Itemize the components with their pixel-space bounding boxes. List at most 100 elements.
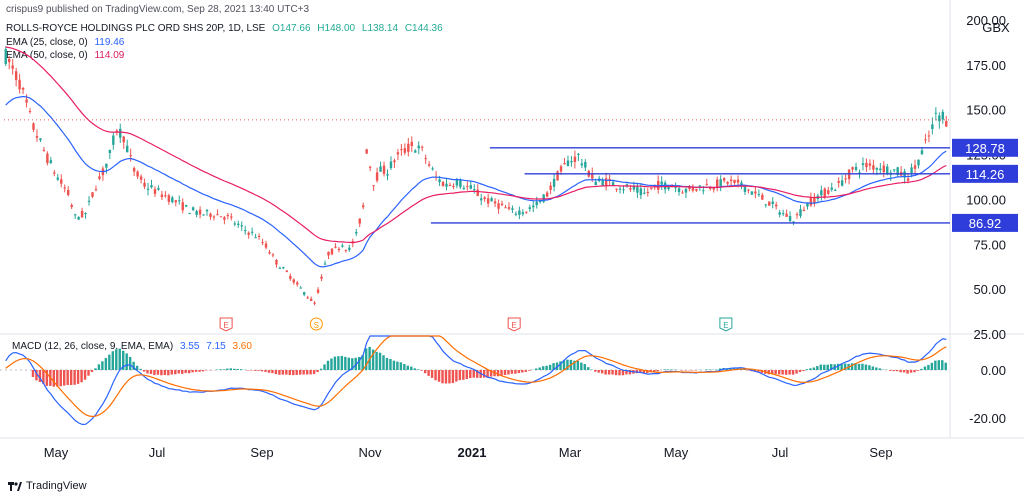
price-tick-label: 75.00: [973, 237, 1006, 252]
candle-body: [212, 216, 216, 218]
macd-histogram-bar: [410, 366, 413, 370]
macd-histogram-bar: [528, 370, 531, 371]
candle-body: [473, 189, 476, 191]
macd-histogram-bar: [253, 370, 257, 371]
candle-body: [379, 166, 382, 172]
candle-body: [327, 251, 330, 256]
macd-histogram-bar: [184, 370, 187, 374]
candle-body: [493, 201, 497, 204]
macd-histogram-bar: [295, 370, 298, 375]
macd-histogram-bar: [97, 364, 101, 370]
candle-body: [715, 179, 719, 188]
publisher-caption: crispus9 published on TradingView.com, S…: [6, 4, 310, 15]
time-tick-label: May: [664, 445, 689, 460]
candle-body: [886, 166, 889, 175]
event-marker-label: E: [723, 321, 728, 330]
candle-body: [400, 149, 403, 151]
earnings-event-marker: [719, 317, 733, 332]
macd-histogram-bar: [909, 370, 913, 373]
candle-body: [202, 214, 205, 216]
candle-body: [879, 168, 882, 171]
candle-body: [511, 208, 514, 210]
macd-histogram-bar: [868, 365, 871, 370]
macd-histogram-bar: [42, 370, 45, 384]
macd-histogram-bar: [80, 370, 83, 383]
macd-histogram-bar: [451, 370, 455, 384]
candle-body: [21, 87, 25, 90]
earnings-event-marker: [219, 317, 233, 332]
footer-brand: TradingView: [26, 480, 87, 492]
macd-histogram-bar: [163, 370, 167, 376]
macd-histogram-bar: [552, 363, 555, 370]
macd-histogram-bar: [326, 360, 330, 370]
candle-body: [695, 188, 698, 191]
candle-body: [636, 186, 639, 193]
macd-histogram-bar: [510, 370, 514, 374]
candle-body: [938, 115, 941, 122]
candle-body: [403, 148, 407, 153]
macd-histogram-bar: [923, 366, 927, 370]
candle-body: [611, 182, 615, 187]
macd-histogram-bar: [323, 364, 326, 370]
time-tick-label: Mar: [559, 445, 582, 460]
candle-body: [358, 218, 361, 224]
candle-body: [216, 214, 219, 216]
macd-histogram-bar: [718, 368, 722, 370]
candle-body: [549, 185, 552, 190]
candle-body: [254, 237, 257, 239]
macd-histogram-bar: [566, 359, 569, 370]
macd-histogram-bar: [895, 370, 899, 372]
macd-histogram-bar: [805, 369, 809, 370]
candle-body: [53, 172, 56, 174]
candle-body: [691, 186, 695, 191]
tradingview-logo-icon: [8, 481, 22, 491]
macd-signal-line: [5, 335, 947, 418]
macd-signal-value: 7.15: [206, 341, 226, 352]
candle-body: [393, 160, 396, 163]
candle-body: [94, 189, 98, 191]
macd-histogram-bar: [354, 357, 357, 370]
macd-histogram-bar: [889, 370, 892, 371]
candle-body: [528, 207, 532, 209]
macd-histogram-bar: [854, 362, 857, 370]
macd-histogram-bar: [271, 370, 274, 374]
candle-body: [851, 167, 854, 170]
candle-body: [108, 149, 112, 154]
candle-body: [348, 247, 351, 250]
macd-histogram-bar: [517, 370, 521, 373]
macd-histogram-bar: [562, 360, 566, 370]
candle-body: [625, 184, 629, 187]
candle-body: [84, 213, 87, 215]
candle-body: [316, 289, 320, 293]
level-price-label: 86.92: [969, 216, 1002, 231]
macd-histogram-bar: [594, 370, 597, 372]
macd-histogram-bar: [274, 370, 278, 375]
macd-histogram-bar: [364, 348, 368, 370]
macd-histogram-bar: [642, 370, 646, 374]
macd-histogram-bar: [406, 365, 410, 370]
candle-body: [233, 223, 237, 225]
macd-histogram-bar: [181, 370, 184, 374]
macd-histogram-bar: [653, 370, 656, 372]
candle-body: [820, 190, 823, 196]
candle-body: [129, 155, 132, 157]
macd-histogram-bar: [899, 370, 902, 373]
candle-body: [941, 111, 945, 120]
macd-histogram-bar: [66, 370, 69, 385]
macd-histogram-bar: [836, 363, 840, 370]
candle-body: [917, 159, 920, 166]
macd-histogram-bar: [194, 370, 198, 372]
macd-histogram-bar: [902, 370, 906, 373]
candle-body: [42, 149, 46, 151]
macd-histogram-bar: [167, 370, 170, 376]
event-marker-label: E: [223, 321, 228, 330]
macd-value: 3.55: [179, 341, 200, 352]
candle-body: [282, 267, 285, 269]
candle-body: [726, 182, 729, 184]
macd-histogram-bar: [604, 370, 607, 375]
macd-histogram-bar: [784, 370, 788, 375]
candle-body: [729, 179, 733, 181]
macd-histogram-bar: [333, 356, 337, 370]
candle-body: [35, 136, 39, 138]
